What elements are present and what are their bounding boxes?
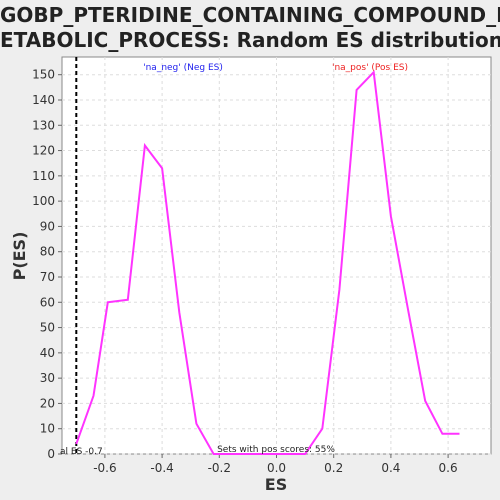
y-tick-label: 10	[40, 422, 55, 436]
neg-es-annotation: 'na_neg' (Neg ES)	[143, 63, 223, 73]
chart-title-line-2: ETABOLIC_PROCESS: Random ES distribution	[0, 28, 500, 52]
x-tick-label: -0.2	[208, 461, 231, 475]
y-tick-labels: 0 10 20 30 40 50 60 70 80 90 100 110 120 130 140 150	[32, 68, 55, 461]
y-axis-title: P(ES)	[10, 232, 29, 281]
series-line	[75, 69, 460, 455]
y-tick-label: 60	[40, 295, 55, 309]
y-tick-label: 20	[40, 396, 55, 410]
y-tick-label: 40	[40, 346, 55, 360]
x-tick-label: -0.6	[93, 461, 116, 475]
x-axis-title: ES	[265, 475, 287, 494]
chart-title-line-1: GOBP_PTERIDINE_CONTAINING_COMPOUND_M	[0, 3, 500, 27]
x-tick-label: 0.2	[324, 461, 343, 475]
y-tick-label: 70	[40, 270, 55, 284]
y-tick-label: 80	[40, 245, 55, 259]
y-tick-label: 120	[32, 144, 55, 158]
grid	[58, 57, 491, 458]
y-tick-label: 140	[32, 93, 55, 107]
y-tick-label: 110	[32, 169, 55, 183]
actual-es-label: al ES -0.7	[60, 447, 103, 457]
x-tick-label: 0.0	[267, 461, 286, 475]
x-tick-labels: -0.6 -0.4 -0.2 0.0 0.2 0.4 0.6	[93, 461, 457, 475]
y-tick-label: 90	[40, 219, 55, 233]
pos-scores-annotation: Sets with pos scores: 55%	[217, 445, 335, 455]
y-tick-label: 50	[40, 321, 55, 335]
y-tick-label: 30	[40, 371, 55, 385]
pos-es-annotation: 'na_pos' (Pos ES)	[332, 63, 408, 73]
y-tick-label: 130	[32, 118, 55, 132]
x-tick-label: 0.4	[381, 461, 400, 475]
y-tick-label: 100	[32, 194, 55, 208]
x-tick-label: -0.4	[150, 461, 173, 475]
y-tick-label: 0	[47, 447, 55, 461]
y-tick-label: 150	[32, 68, 55, 82]
x-tick-label: 0.6	[439, 461, 458, 475]
chart-title: GOBP_PTERIDINE_CONTAINING_COMPOUND_M ETA…	[0, 3, 500, 53]
